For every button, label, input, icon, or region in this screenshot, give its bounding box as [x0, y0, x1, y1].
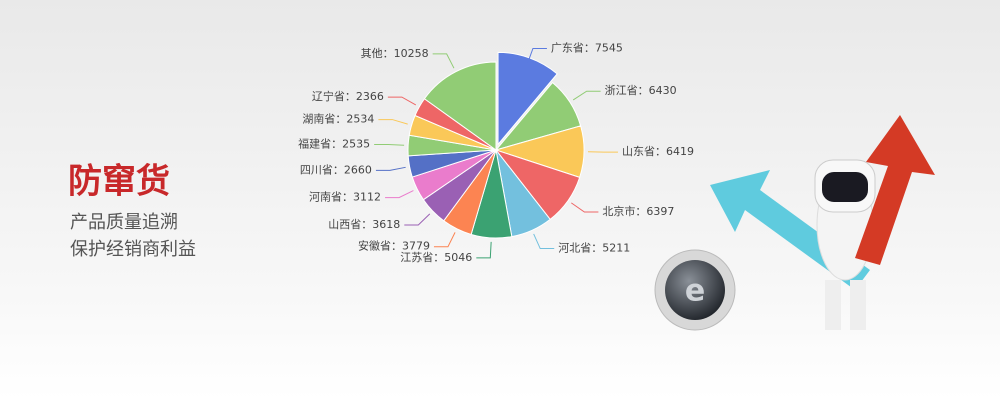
data-label: 安徽省：3779: [358, 239, 430, 253]
data-label: 福建省：2535: [298, 136, 370, 150]
banner-line: 产品质量追溯: [70, 212, 178, 233]
robot-leg: [850, 280, 866, 330]
data-label: 辽宁省：2366: [312, 89, 384, 103]
banner-title: 防窜货: [68, 162, 170, 202]
data-label: 北京市：6397: [602, 204, 674, 218]
robot-leg: [825, 280, 841, 330]
data-label: 山东省：6419: [622, 145, 694, 158]
data-label: 浙江省：6430: [605, 84, 677, 97]
data-label: 河南省：3112: [309, 191, 381, 204]
data-label: 江苏省：5046: [400, 251, 472, 264]
ie-letter: e: [685, 274, 705, 309]
data-label: 河北省：5211: [558, 242, 630, 255]
data-label: 四川省：2660: [300, 163, 372, 176]
data-label: 广东省：7545: [551, 42, 623, 55]
banner-line: 保护经销商利益: [70, 239, 196, 260]
data-label: 其他：10258: [361, 47, 429, 60]
data-label: 山西省：3618: [328, 218, 400, 231]
data-label: 湖南省：2534: [302, 113, 374, 126]
robot-face: [822, 172, 868, 202]
